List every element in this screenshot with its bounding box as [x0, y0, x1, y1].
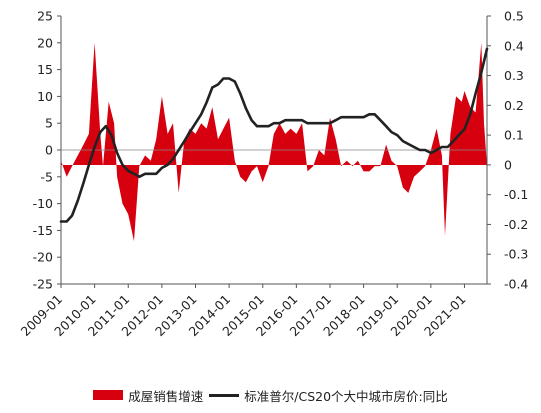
right-ticks: 0.5 0.4 0.3 0.2 0.1 0 -0.1 -0.2 -0.3 -0.4 — [487, 9, 528, 292]
left-tick-label: 15 — [37, 62, 53, 77]
line-layer — [59, 47, 489, 223]
legend-label-line: 标准普尔/CS20个大中城市房价:同比 — [244, 388, 448, 404]
line-series-price-index — [59, 47, 489, 223]
legend-item-bar: 成屋销售增速 — [93, 386, 203, 405]
right-tick-label: 0.5 — [504, 9, 524, 24]
legend-label-bar: 成屋销售增速 — [128, 388, 204, 404]
area-layer — [61, 42, 487, 242]
right-tick-label: -0.3 — [504, 247, 528, 262]
legend-swatch-bar — [93, 390, 124, 400]
left-tick-label: 20 — [37, 35, 53, 50]
left-ticks: 25 20 15 10 5 0 -5 -10 -15 -20 -25 — [33, 9, 61, 292]
left-tick-label: 0 — [45, 143, 53, 158]
legend-swatch-line — [209, 393, 240, 397]
left-tick-label: -10 — [33, 196, 53, 211]
right-tick-label: -0.1 — [504, 187, 528, 202]
left-tick-label: -25 — [33, 277, 53, 292]
right-tick-label: 0 — [504, 157, 512, 172]
left-tick-label: 5 — [45, 116, 53, 131]
right-tick-label: 0.2 — [504, 98, 524, 113]
left-tick-label: -15 — [33, 223, 53, 238]
right-tick-label: 0.3 — [504, 68, 524, 83]
legend-item-line: 标准普尔/CS20个大中城市房价:同比 — [209, 386, 448, 405]
x-ticks: 2009-012010-012011-012012-012013-012014-… — [18, 284, 469, 339]
left-tick-label: -20 — [33, 250, 53, 265]
right-tick-label: -0.2 — [504, 217, 528, 232]
left-tick-label: 10 — [37, 89, 53, 104]
left-tick-label: 25 — [37, 9, 53, 24]
right-tick-label: -0.4 — [504, 277, 528, 292]
right-tick-label: 0.1 — [504, 128, 524, 143]
left-tick-label: -5 — [41, 169, 53, 184]
area-series-home-sales — [61, 42, 487, 242]
right-tick-label: 0.4 — [504, 38, 524, 53]
legend: 成屋销售增速 标准普尔/CS20个大中城市房价:同比 — [0, 384, 541, 406]
chart: 25 20 15 10 5 0 -5 -10 -15 -20 -25 0.5 0.4 0.3 0.2 0.1… — [18, 9, 529, 340]
